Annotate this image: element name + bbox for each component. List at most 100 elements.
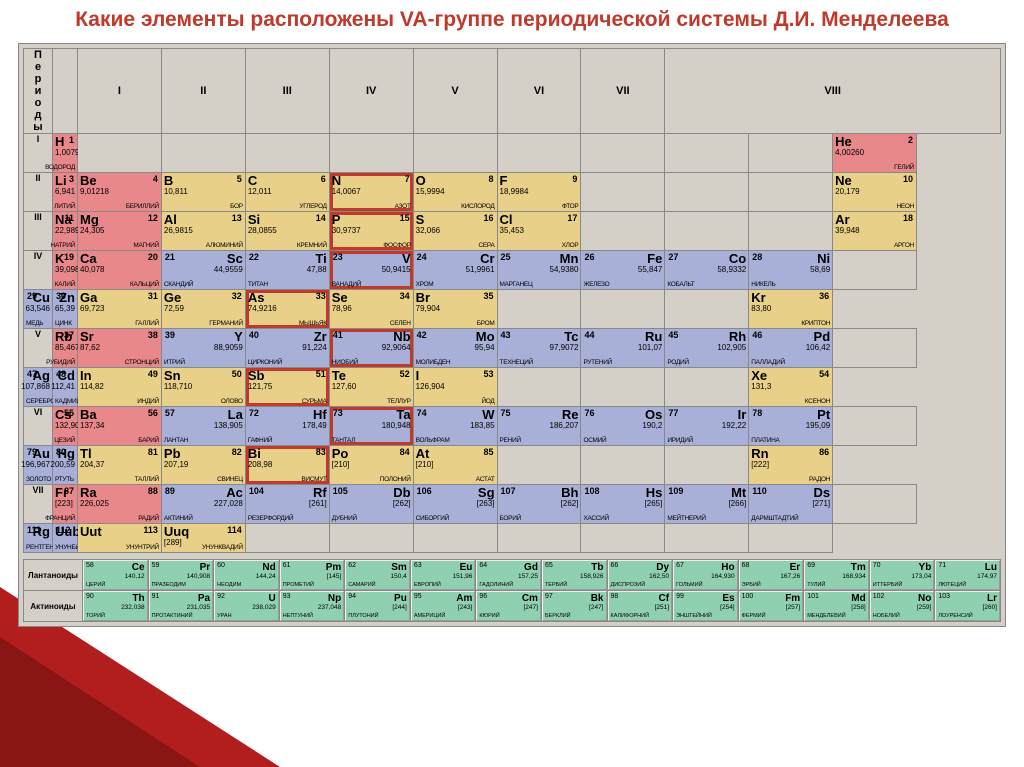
- element-number: 111: [27, 525, 41, 535]
- element-name: СЕРЕБРО: [26, 398, 55, 405]
- element-mass: 39,948: [835, 226, 859, 235]
- element-cell-N: N714,0067АЗОТ: [329, 173, 413, 212]
- empty-cell: [497, 446, 581, 485]
- element-cell-Al: Al1326,9815АЛЮМИНИЙ: [161, 212, 245, 251]
- element-mass: 231,035: [187, 604, 211, 611]
- element-cell-Br: Br3579,904БРОМ: [413, 290, 497, 329]
- empty-cell: [665, 212, 749, 251]
- element-number: 98: [611, 593, 619, 600]
- element-name: ФОСФОР: [383, 242, 410, 249]
- element-symbol: Pr: [200, 562, 211, 573]
- element-name: МЕЙТНЕРИЙ: [667, 515, 705, 522]
- element-cell-Mo: Mo4295,94МОЛИБДЕН: [413, 329, 497, 368]
- element-symbol: He: [835, 135, 914, 148]
- element-name: НЕОН: [896, 203, 914, 210]
- element-mass: 140,12: [125, 573, 145, 580]
- empty-cell: [497, 290, 581, 329]
- element-symbol: Rh: [667, 330, 746, 343]
- element-cell-Hf: Hf72178,49ГАФНИЙ: [245, 407, 329, 446]
- element-name: ГЕРМАНИЙ: [209, 320, 243, 327]
- element-mass: 91,224: [302, 343, 326, 352]
- element-name: НОБЕЛИЙ: [873, 613, 900, 619]
- element-number: 29: [27, 291, 37, 301]
- element-name: БРОМ: [477, 320, 495, 327]
- empty-cell: [665, 446, 749, 485]
- element-number: 65: [545, 562, 553, 569]
- element-cell-Si: Si1428,0855КРЕМНИЙ: [245, 212, 329, 251]
- element-name: БОР: [230, 203, 243, 210]
- element-symbol: Ta: [332, 408, 411, 421]
- element-cell-Os: Os76190,2ОСМИЙ: [581, 407, 665, 446]
- element-name: ЙОД: [481, 398, 494, 405]
- element-mass: 47,88: [307, 265, 327, 274]
- element-cell-Ti: Ti2247,88ТИТАН: [245, 251, 329, 290]
- element-number: 26: [584, 252, 594, 262]
- element-number: 82: [232, 447, 242, 457]
- empty-cell: [833, 407, 917, 446]
- element-number: 74: [417, 408, 427, 418]
- element-name: ЭРБИЙ: [742, 582, 761, 588]
- element-name: МЕНДЕЛЕВИЙ: [807, 613, 845, 619]
- element-number: 68: [742, 562, 750, 569]
- element-number: 90: [86, 593, 94, 600]
- element-cell-Dy: 66Dy162,50ДИСПРОЗИЙ: [607, 560, 673, 591]
- element-mass: [251]: [655, 604, 669, 611]
- group-header: II: [161, 49, 245, 134]
- element-name: НИОБИЙ: [332, 359, 358, 366]
- element-number: 35: [484, 291, 494, 301]
- element-number: 32: [232, 291, 242, 301]
- element-name: ГАЛЛИЙ: [135, 320, 159, 327]
- element-number: 106: [417, 486, 432, 496]
- element-cell-Fr: Fr87[223]ФРАНЦИЙ: [53, 485, 78, 524]
- element-name: РТУТЬ: [55, 476, 74, 483]
- element-mass: 107,868: [21, 382, 50, 391]
- element-name: УГЛЕРОД: [299, 203, 326, 210]
- group-header-viii: VIII: [665, 49, 1001, 134]
- element-mass: 118,710: [164, 382, 192, 391]
- element-mass: 51,9961: [466, 265, 495, 274]
- element-mass: 173,04: [911, 573, 931, 580]
- periods-side-label: Периоды: [24, 49, 53, 134]
- element-mass: 226,025: [80, 499, 109, 508]
- group-header: VII: [581, 49, 665, 134]
- element-mass: [289]: [164, 538, 182, 547]
- element-mass: [254]: [720, 604, 734, 611]
- element-number: 61: [283, 562, 291, 569]
- empty-cell: [497, 134, 581, 173]
- element-symbol: Pm: [326, 562, 342, 573]
- element-symbol: Tm: [851, 562, 866, 573]
- element-symbol: Hf: [248, 408, 327, 421]
- element-cell-Sb: Sb51121,75СУРЬМА: [245, 368, 329, 407]
- element-name: ГАФНИЙ: [248, 437, 272, 444]
- element-cell-Cl: Cl1735,453ХЛОР: [497, 212, 581, 251]
- element-number: 31: [148, 291, 158, 301]
- empty-cell: [161, 134, 245, 173]
- element-symbol: Er: [790, 562, 801, 573]
- element-name: ТУЛИЙ: [807, 582, 825, 588]
- element-name: САМАРИЙ: [348, 582, 375, 588]
- element-cell-Yb: 70Yb173,04ИТТЕРБИЙ: [869, 560, 935, 591]
- element-cell-Rn: Rn86[222]РАДОН: [749, 446, 833, 485]
- element-cell-Tb: 65Tb158,926ТЕРБИЙ: [541, 560, 607, 591]
- empty-cell: [749, 134, 833, 173]
- element-cell-Ne: Ne1020,179НЕОН: [833, 173, 917, 212]
- element-name: ЛИТИЙ: [54, 203, 75, 210]
- element-name: ПРОТАКТИНИЙ: [152, 613, 193, 619]
- element-number: 30: [56, 291, 66, 301]
- element-name: ПРОМЕТИЙ: [283, 582, 314, 588]
- group-header: I: [78, 49, 162, 134]
- element-cell-Sn: Sn50118,710ОЛОВО: [161, 368, 245, 407]
- element-name: РУБИДИЙ: [46, 359, 75, 366]
- element-number: 23: [333, 252, 343, 262]
- element-mass: 95,94: [475, 343, 495, 352]
- element-mass: 65,39: [55, 304, 75, 313]
- empty-cell: [581, 446, 665, 485]
- element-number: 78: [752, 408, 762, 418]
- element-mass: [210]: [416, 460, 434, 469]
- element-cell-Mn: Mn2554,9380МАРГАНЕЦ: [497, 251, 581, 290]
- element-name: ЗОЛОТО: [26, 476, 51, 483]
- period-label: III: [24, 212, 53, 251]
- element-name: СВИНЕЦ: [217, 476, 243, 483]
- element-cell-Np: 93Np237,048НЕПТУНИЙ: [279, 591, 345, 622]
- element-cell-Ba: Ba56137,34БАРИЙ: [78, 407, 162, 446]
